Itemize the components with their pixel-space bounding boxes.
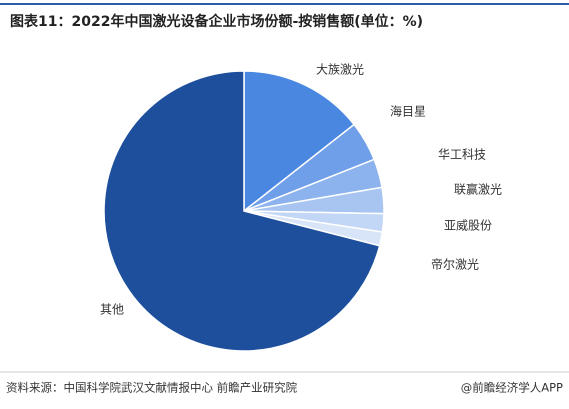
source: 资料来源：中国科学院武汉文献情报中心 前瞻产业研究院 [6,381,298,395]
slice-label: 联赢激光 [454,182,502,197]
slice-label: 大族激光 [316,63,364,77]
chart-title: 图表11：2022年中国激光设备企业市场份额-按销售额(单位：%) [10,13,423,30]
slice-label: 华工科技 [438,148,486,162]
slice-label: 亚威股份 [444,219,492,233]
slice-label: 其他 [100,303,124,317]
brand: @前瞻经济学人APP [461,381,563,395]
slice-label: 帝尔激光 [431,257,479,272]
pie-slice [243,70,356,213]
slice-label: 海目星 [390,104,426,119]
pie-slice [103,70,381,352]
